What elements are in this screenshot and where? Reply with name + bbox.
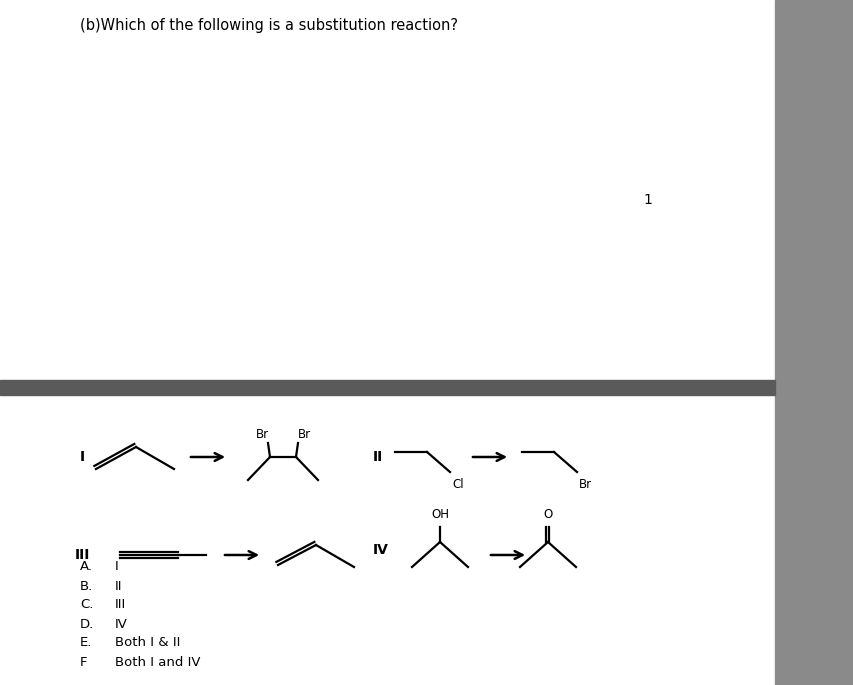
Text: Cl: Cl (451, 478, 463, 491)
Bar (774, 0, 853, 685)
Text: Br: Br (255, 429, 268, 442)
Text: 1: 1 (643, 193, 652, 207)
Bar (0, 380, 774, 395)
Text: Br: Br (578, 478, 591, 491)
Text: II: II (373, 450, 383, 464)
Text: III: III (74, 548, 90, 562)
Text: Both I and IV: Both I and IV (115, 656, 200, 669)
Text: IV: IV (115, 617, 128, 630)
Text: E.: E. (80, 636, 92, 649)
Text: B.: B. (80, 580, 93, 593)
Text: II: II (115, 580, 122, 593)
Text: D.: D. (80, 617, 94, 630)
Text: OH: OH (431, 508, 449, 521)
Text: C.: C. (80, 599, 93, 612)
Text: III: III (115, 599, 126, 612)
Text: F: F (80, 656, 87, 669)
Text: (b)Which of the following is a substitution reaction?: (b)Which of the following is a substitut… (80, 18, 457, 33)
Text: Both I & II: Both I & II (115, 636, 180, 649)
Text: Br: Br (297, 429, 310, 442)
Text: A.: A. (80, 560, 93, 573)
Text: I: I (79, 450, 84, 464)
Text: IV: IV (373, 543, 388, 557)
Text: O: O (543, 508, 552, 521)
Text: I: I (115, 560, 119, 573)
